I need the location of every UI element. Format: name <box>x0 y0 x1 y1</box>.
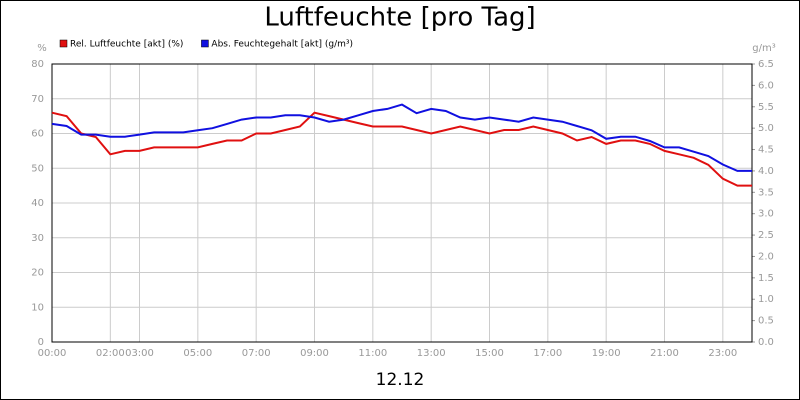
y2-tick-label: 5.0 <box>758 123 774 134</box>
legend-swatch <box>201 39 209 48</box>
y2-tick-label: 3.0 <box>758 209 774 220</box>
y2-tick-label: 6.0 <box>758 80 774 91</box>
x-tick-label: 11:00 <box>358 348 387 359</box>
legend-label: Abs. Feuchtegehalt [akt] (g/m³) <box>211 40 353 50</box>
legend-swatch <box>59 39 68 48</box>
x-tick-label: 05:00 <box>183 348 212 359</box>
y-tick-label: 20 <box>31 268 44 279</box>
x-tick-label: 09:00 <box>300 348 329 359</box>
y2-tick-label: 4.0 <box>758 166 774 177</box>
x-tick-label: 00:00 <box>38 348 67 359</box>
data-line <box>51 103 752 172</box>
y2-tick-label: 0.5 <box>758 316 774 327</box>
y-tick-label: 50 <box>31 163 44 174</box>
y2-tick-label: 5.5 <box>758 102 774 113</box>
y2-tick-label: 4.5 <box>758 145 774 156</box>
plot-border <box>51 63 753 343</box>
x-tick-label: 13:00 <box>417 348 446 359</box>
x-label: 12.12 <box>376 370 425 390</box>
x-tick-label: 03:00 <box>125 348 154 359</box>
y2-tick-label: 1.5 <box>758 273 774 284</box>
x-tick-label: 07:00 <box>242 348 271 359</box>
x-tick-label: 19:00 <box>592 348 621 359</box>
x-tick-label: 17:00 <box>533 348 562 359</box>
y-tick-label: 10 <box>31 302 44 313</box>
y-tick-label: 80 <box>31 59 44 70</box>
y2-label: g/m³ <box>752 43 775 54</box>
data-line <box>51 111 752 187</box>
y-tick-label: 60 <box>31 129 44 140</box>
y-label: % <box>37 43 47 54</box>
y-tick-label: 0 <box>38 337 44 348</box>
y-tick-label: 30 <box>31 233 44 244</box>
y2-tick-label: 6.5 <box>758 59 774 70</box>
y2-tick-label: 0.0 <box>758 337 774 348</box>
x-tick-label: 15:00 <box>475 348 504 359</box>
y2-tick-label: 2.5 <box>758 230 774 241</box>
x-tick-label: 02:00 <box>96 348 125 359</box>
y2-tick-label: 1.0 <box>758 294 774 305</box>
legend-label: Rel. Luftfeuchte [akt] (%) <box>70 40 183 50</box>
y-tick-label: 40 <box>31 198 44 209</box>
y2-tick-label: 2.0 <box>758 251 774 262</box>
x-tick-label: 21:00 <box>650 348 679 359</box>
y2-tick-label: 3.5 <box>758 187 774 198</box>
x-tick-label: 23:00 <box>708 348 737 359</box>
chart-title: Luftfeuchte [pro Tag] <box>264 3 535 33</box>
y-tick-label: 70 <box>31 94 44 105</box>
